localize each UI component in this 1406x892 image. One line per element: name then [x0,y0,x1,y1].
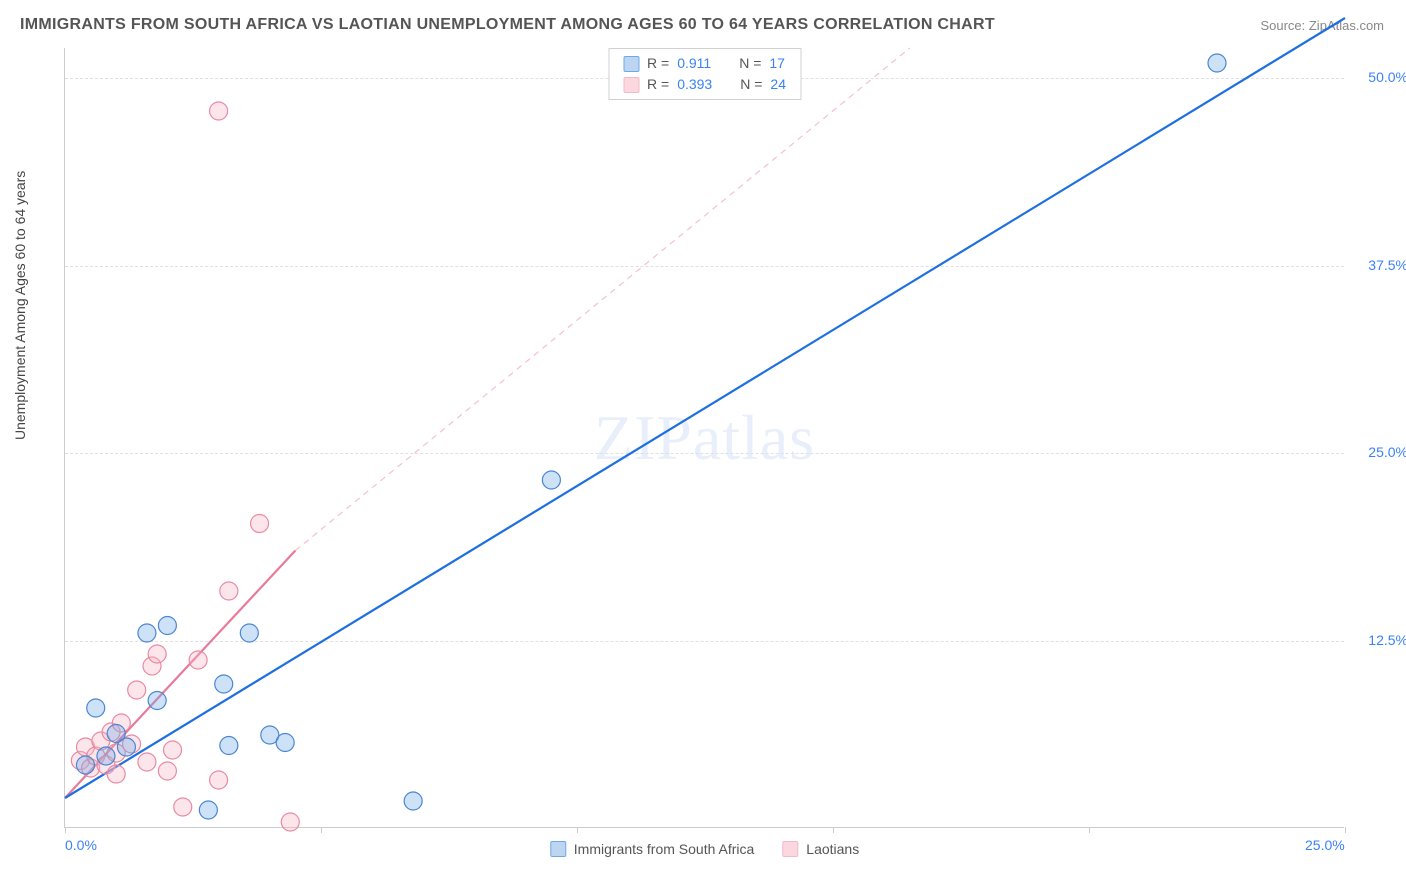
trend-line [65,18,1345,798]
data-point [87,699,105,717]
data-point [542,471,560,489]
x-tick-mark [1089,827,1090,833]
x-tick-mark [321,827,322,833]
data-point [128,681,146,699]
swatch-icon [782,841,798,857]
swatch-icon [550,841,566,857]
n-label: N = [739,53,761,74]
y-tick-label: 25.0% [1352,444,1406,460]
x-tick-label: 0.0% [65,837,97,853]
plot-area: ZIPatlas 12.5%25.0%37.5%50.0% 0.0%25.0% … [64,48,1344,828]
data-point [158,617,176,635]
x-tick-mark [65,827,66,833]
data-point [138,753,156,771]
y-tick-label: 12.5% [1352,632,1406,648]
chart-canvas [65,48,1344,827]
data-point [240,624,258,642]
data-point [148,692,166,710]
data-point [138,624,156,642]
data-point [1208,54,1226,72]
data-point [199,801,217,819]
data-point [215,675,233,693]
n-value: 24 [770,74,786,95]
y-tick-label: 37.5% [1352,257,1406,273]
y-tick-label: 50.0% [1352,69,1406,85]
series-legend: Immigrants from South Africa Laotians [550,841,859,857]
legend-label: Laotians [806,841,859,857]
r-label: R = [647,74,669,95]
data-point [281,813,299,831]
data-point [148,645,166,663]
r-label: R = [647,53,669,74]
chart-title: IMMIGRANTS FROM SOUTH AFRICA VS LAOTIAN … [20,16,995,34]
data-point [107,765,125,783]
n-label: N = [740,74,762,95]
y-axis-label: Unemployment Among Ages 60 to 64 years [12,171,28,440]
data-point [158,762,176,780]
swatch-icon [623,56,639,72]
data-point [251,515,269,533]
swatch-icon [623,77,639,93]
trend-line [295,48,909,551]
data-point [220,582,238,600]
r-value: 0.911 [677,53,711,74]
legend-item: Immigrants from South Africa [550,841,755,857]
data-point [189,651,207,669]
x-tick-label: 25.0% [1305,837,1345,853]
data-point [210,771,228,789]
r-value: 0.393 [677,74,712,95]
x-tick-mark [833,827,834,833]
x-tick-mark [1345,827,1346,833]
data-point [117,738,135,756]
legend-item: Laotians [782,841,859,857]
legend-row: R = 0.911 N = 17 [623,53,786,74]
data-point [97,747,115,765]
data-point [276,734,294,752]
data-point [76,756,94,774]
n-value: 17 [769,53,785,74]
correlation-legend: R = 0.911 N = 17 R = 0.393 N = 24 [608,48,801,100]
legend-row: R = 0.393 N = 24 [623,74,786,95]
legend-label: Immigrants from South Africa [574,841,755,857]
data-point [174,798,192,816]
data-point [210,102,228,120]
x-tick-mark [577,827,578,833]
data-point [164,741,182,759]
data-point [220,737,238,755]
data-point [404,792,422,810]
